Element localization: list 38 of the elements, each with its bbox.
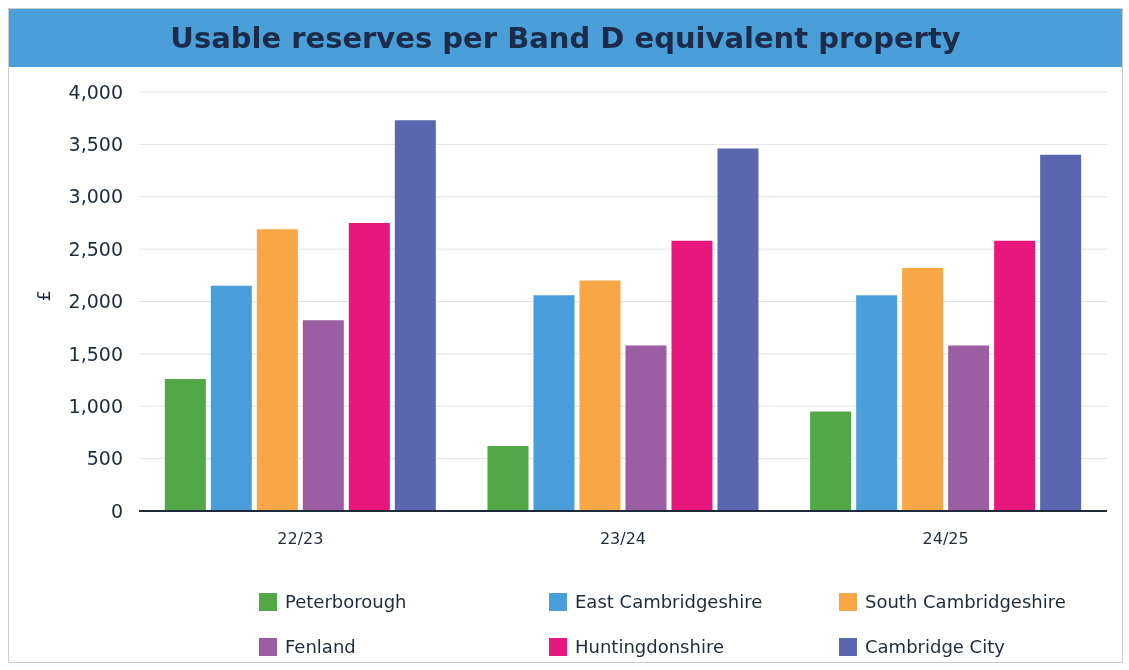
- bar: [164, 379, 206, 511]
- y-tick-label: 4,000: [68, 80, 123, 103]
- bar: [348, 222, 390, 511]
- legend-label: Fenland: [285, 636, 356, 657]
- y-tick-label: 3,000: [68, 185, 123, 208]
- bar: [533, 295, 575, 511]
- x-tick-label: 22/23: [277, 529, 324, 549]
- y-tick-label: 1,500: [68, 342, 123, 365]
- bar: [902, 267, 944, 511]
- x-tick-label: 24/25: [922, 529, 969, 549]
- y-tick-label: 0: [110, 499, 123, 522]
- bar: [210, 285, 252, 511]
- bar: [856, 295, 898, 511]
- legend-label: Cambridge City: [865, 636, 1005, 657]
- x-tick-label: 23/24: [599, 529, 647, 549]
- legend-label: South Cambridgeshire: [865, 591, 1066, 612]
- y-axis-title: £: [33, 290, 55, 302]
- bar: [671, 240, 713, 511]
- bar: [579, 280, 621, 511]
- bar: [487, 446, 529, 511]
- legend-label: East Cambridgeshire: [575, 591, 763, 612]
- bar: [302, 320, 344, 511]
- bar: [394, 120, 436, 511]
- bar: [810, 411, 852, 511]
- legend-label: Peterborough: [285, 591, 407, 612]
- bar: [948, 345, 990, 511]
- bar: [256, 229, 298, 511]
- bar: [717, 148, 759, 511]
- y-tick-label: 2,500: [68, 237, 123, 260]
- y-tick-label: 2,000: [68, 290, 123, 313]
- y-tick-label: 1,000: [68, 394, 123, 417]
- y-tick-label: 500: [86, 447, 123, 470]
- chart-title: Usable reserves per Band D equivalent property: [9, 9, 1122, 67]
- bar: [1040, 154, 1082, 511]
- bar: [625, 345, 667, 511]
- y-tick-label: 3,500: [68, 133, 123, 156]
- bar: [994, 240, 1036, 511]
- legend-label: Huntingdonshire: [575, 636, 724, 657]
